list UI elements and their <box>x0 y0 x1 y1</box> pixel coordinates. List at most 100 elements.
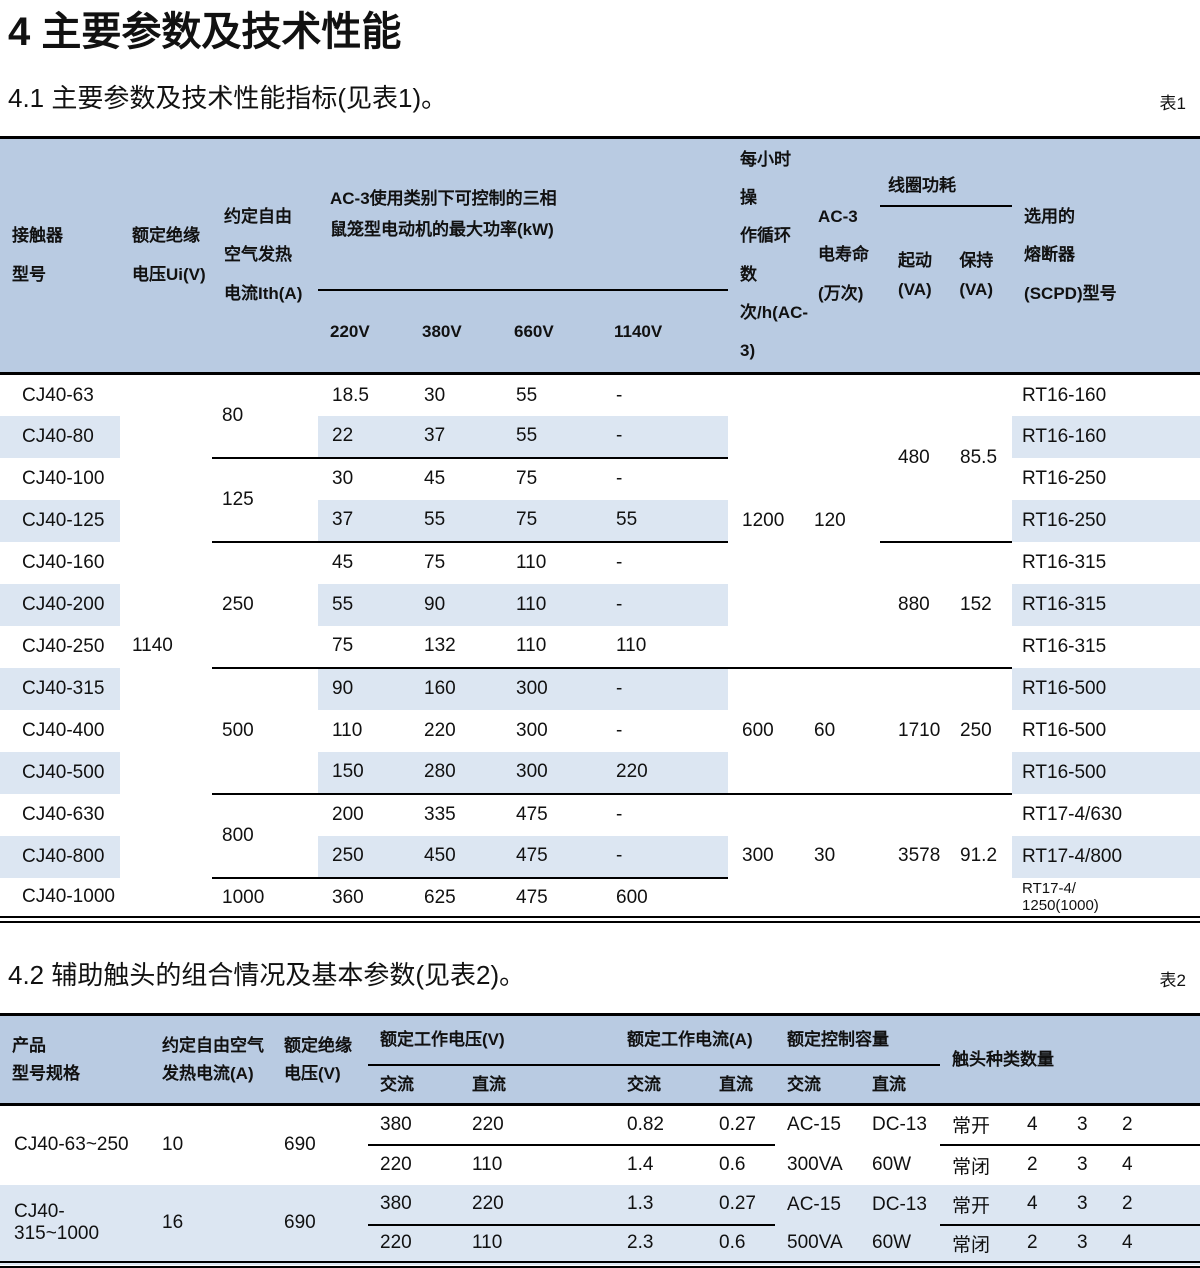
table-row: CJ40-200 55 90 110 - RT16-315 <box>0 583 1200 626</box>
cell-power-1140v: 110 <box>602 625 729 669</box>
cell-power-660v: 55 <box>502 415 602 459</box>
cell-insulation-voltage: 690 <box>272 1184 368 1265</box>
cell-capacity-dc: 60W <box>872 1153 912 1175</box>
cell-power-220v: 90 <box>318 667 410 710</box>
table-row: CJ40-315~1000 16 690 380 220 1.3 0.27 AC… <box>0 1184 1200 1265</box>
cell-model: CJ40-200 <box>0 583 120 626</box>
cell-power-660v: 300 <box>516 719 548 741</box>
cell-current-dc: 0.6 <box>707 1224 776 1265</box>
cell-power-380v: 90 <box>410 583 502 626</box>
cell-model: CJ40-630 <box>22 803 105 825</box>
cell-voltage-ac: 380 <box>368 1184 460 1226</box>
table-row: 产品 型号规格 约定自由空气 发热电流(A) 额定绝缘 电压(V) 额定工作电压… <box>0 1014 1200 1105</box>
cell-contact-count-2: 3 <box>1077 1154 1088 1176</box>
cell-power-380v: 45 <box>424 468 446 490</box>
table-row: CJ40-800 250 450 475 - RT17-4/800 <box>0 835 1200 879</box>
cell-fuse: RT16-250 <box>1012 499 1200 542</box>
cell-capacity-ac: 500VA <box>775 1224 861 1265</box>
cell-power-220v: 37 <box>318 499 410 543</box>
cell-power-220v: 360 <box>332 886 364 908</box>
cell-model: CJ40-100 <box>22 467 105 489</box>
cell-contact-count-2: 3 <box>1065 1104 1111 1146</box>
section-row-1: 4.1 主要参数及技术性能指标(见表1)。 表1 <box>8 82 1186 116</box>
table-row: CJ40-160 250 45 75 110 - 880 152 RT16-31… <box>0 541 1200 669</box>
section-title-4-2: 4.2 辅助触头的组合情况及基本参数(见表2)。 <box>8 960 526 991</box>
header-capacity-ac: 交流 <box>775 1064 861 1105</box>
cell-power-220v: 55 <box>318 583 410 626</box>
cell-model: CJ40-160 <box>22 551 105 573</box>
cell-voltage-ac: 220 <box>380 1154 412 1176</box>
table2-header: 产品 型号规格 约定自由空气 发热电流(A) 额定绝缘 电压(V) 额定工作电压… <box>0 1014 1200 1105</box>
table-row: CJ40-400 110 220 300 - RT16-500 <box>0 710 1200 752</box>
header-coil-consumption-group: 线圈功耗 起动 (VA) 保持 (VA) <box>880 137 1013 374</box>
table1-caption: 表1 <box>1159 93 1186 113</box>
table-row: CJ40-63 1140 80 18.5 30 55 - 1200 120 48… <box>0 373 1200 669</box>
table-row: CJ40-500 150 280 300 220 RT16-500 <box>0 751 1200 795</box>
table-row: CJ40-100 125 30 45 75 - RT16-250 <box>0 457 1200 543</box>
cell-contact-count-1: 2 <box>1015 1224 1066 1265</box>
cell-power-220v: 200 <box>332 804 364 826</box>
cell-power-1140v: - <box>602 415 729 459</box>
header-contact-types-group: 触头种类数量 <box>940 1014 1200 1105</box>
cell-current-dc: 0.6 <box>719 1154 746 1176</box>
cell-thermal-current: 800 <box>212 793 318 879</box>
cell-cycles: 1200 <box>728 373 807 669</box>
header-current-dc: 直流 <box>707 1064 776 1105</box>
header-current-ac: 交流 <box>615 1064 708 1105</box>
header-coil-start: 起动 (VA) <box>898 251 933 300</box>
header-voltage-ac: 交流 <box>368 1064 460 1105</box>
cell-contact-count-2: 3 <box>1065 1184 1111 1226</box>
table-row: 220 110 1.4 0.6 300VA 60W 常闭 2 3 4 <box>0 1145 1200 1185</box>
cell-coil-start: 880 <box>880 541 951 669</box>
cell-voltage-dc: 110 <box>460 1224 616 1265</box>
cell-capacity-ac: AC-15 <box>775 1184 861 1225</box>
header-product-model: 产品 型号规格 <box>0 1014 150 1105</box>
table-row: CJ40-315 500 90 160 300 - 600 60 1710 25… <box>0 667 1200 795</box>
table-row: CJ40-1000 1000 360 625 475 600 RT17-4/ 1… <box>0 878 1200 920</box>
cell-voltage-ac: 380 <box>368 1104 460 1146</box>
cell-power-660v: 475 <box>516 804 548 826</box>
cell-power-220v: 110 <box>332 719 363 741</box>
cell-voltage-dc: 220 <box>460 1184 616 1226</box>
cell-coil-hold: 91.2 <box>960 844 998 866</box>
cell-model: CJ40-125 <box>0 499 120 542</box>
cell-contact-type: 常开 <box>940 1104 1016 1146</box>
cell-power-380v: 450 <box>410 835 502 879</box>
cell-product: CJ40-315~1000 <box>0 1184 150 1265</box>
cell-coil-start: 1710 <box>880 667 951 795</box>
table-row: CJ40-250 75 132 110 110 RT16-315 <box>0 625 1200 669</box>
cell-voltage-dc: 110 <box>472 1154 503 1176</box>
cell-fuse: RT16-500 <box>1012 667 1200 710</box>
cell-fuse: RT17-4/ 1250(1000) <box>1022 879 1099 915</box>
cell-thermal-current: 10 <box>162 1134 184 1156</box>
cell-power-220v: 45 <box>332 552 354 574</box>
cell-contact-count-3: 4 <box>1122 1154 1133 1176</box>
cell-power-220v: 250 <box>318 835 410 879</box>
table1-main-parameters: 接触器 型号 额定绝缘 电压Ui(V) 约定自由 空气发热 电流Ith(A) A… <box>0 135 1200 924</box>
table1-header: 接触器 型号 额定绝缘 电压Ui(V) 约定自由 空气发热 电流Ith(A) A… <box>0 137 1200 374</box>
cell-power-380v: 37 <box>410 415 502 459</box>
cell-power-380v: 160 <box>410 667 502 710</box>
header-electrical-life: AC-3 电寿命 (万次) <box>806 137 881 374</box>
cell-life: 60 <box>806 667 881 795</box>
cell-power-220v: 18.5 <box>332 384 369 406</box>
cell-power-1140v: - <box>602 583 729 626</box>
cell-fuse: RT17-4/630 <box>1022 803 1123 825</box>
header-380v: 380V <box>410 290 502 374</box>
page-title: 4 主要参数及技术性能 <box>8 10 402 54</box>
cell-contact-count-3: 2 <box>1110 1184 1200 1226</box>
cell-power-380v: 280 <box>410 751 502 795</box>
cell-power-380v: 625 <box>424 886 456 908</box>
cell-power-660v: 300 <box>502 667 602 710</box>
cell-power-1140v: - <box>616 719 623 741</box>
cell-insulation-voltage: 690 <box>284 1134 316 1156</box>
cell-power-660v: 110 <box>516 552 547 574</box>
cell-coil-start: 3578 <box>898 844 941 866</box>
header-insulation-voltage: 额定绝缘 电压Ui(V) <box>120 137 212 374</box>
header-working-voltage-group: 额定工作电压(V) <box>368 1014 616 1066</box>
cell-current-ac: 1.3 <box>615 1184 708 1226</box>
cell-coil-start: 480 <box>880 373 951 543</box>
header-coil-hold: 保持 (VA) <box>959 251 994 300</box>
cell-current-ac: 1.4 <box>627 1154 654 1176</box>
cell-coil-hold: 152 <box>950 541 1013 669</box>
